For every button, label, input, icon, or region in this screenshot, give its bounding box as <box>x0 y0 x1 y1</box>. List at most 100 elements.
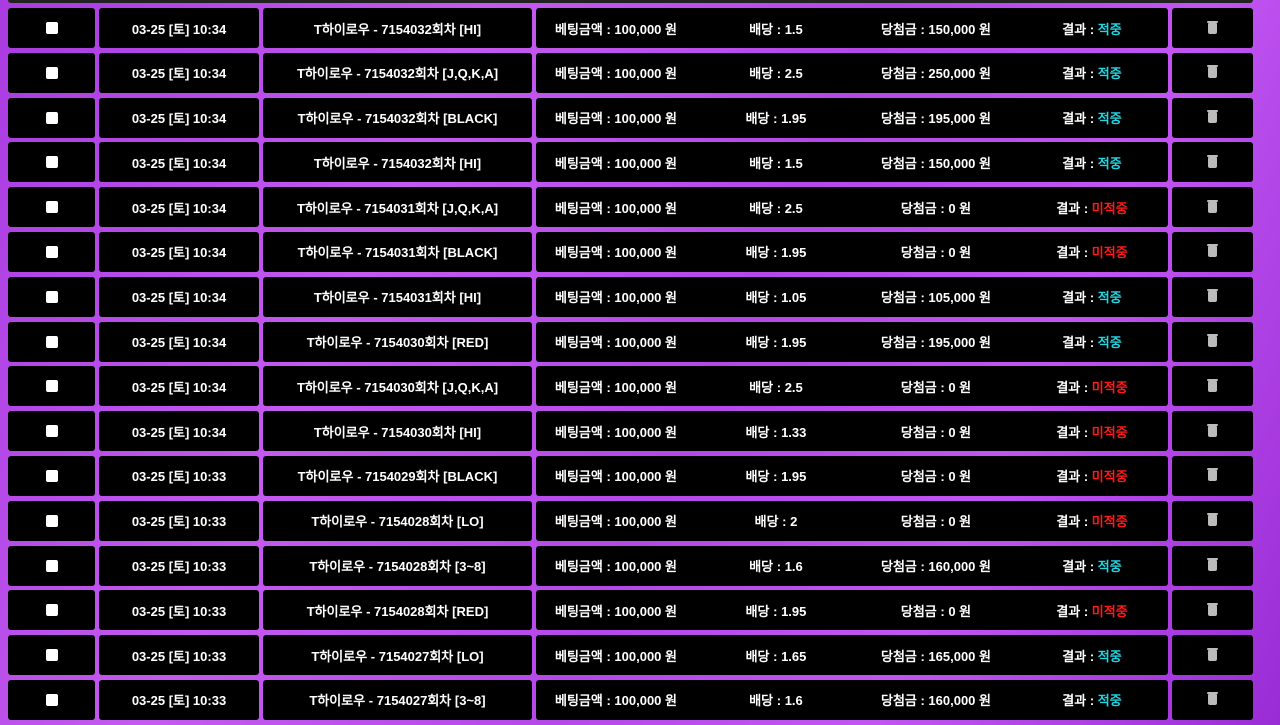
bet-row: 03-25 [토] 10:34 T하이로우 - 7154032회차 [BLACK… <box>8 97 1253 138</box>
result: 결과 : 미적중 <box>1056 469 1128 485</box>
odds: 배당 : 2.5 <box>749 379 803 395</box>
select-cell <box>8 8 95 48</box>
bet-info: 베팅금액 : 100,000 원 배당 : 1.95 당첨금 : 0 원 결과 … <box>536 455 1168 496</box>
delete-button[interactable] <box>1172 366 1253 407</box>
result-status: 적중 <box>1097 559 1122 575</box>
result: 결과 : 적중 <box>1062 21 1122 37</box>
odds: 배당 : 1.6 <box>749 693 803 709</box>
select-checkbox[interactable] <box>45 649 58 662</box>
select-cell <box>8 366 95 407</box>
bet-amount: 베팅금액 : 100,000 원 <box>555 155 677 171</box>
win-amount: 당첨금 : 0 원 <box>900 424 972 440</box>
select-checkbox[interactable] <box>45 693 58 706</box>
select-checkbox[interactable] <box>45 245 58 258</box>
bet-info: 베팅금액 : 100,000 원 배당 : 1.95 당첨금 : 195,000… <box>536 321 1168 362</box>
select-cell <box>8 187 95 228</box>
game-name: T하이로우 - 7154028회차 [LO] <box>263 500 532 541</box>
select-checkbox[interactable] <box>45 380 58 393</box>
game-name: T하이로우 - 7154031회차 [HI] <box>263 276 532 317</box>
delete-button[interactable] <box>1172 8 1253 48</box>
trash-icon <box>1207 647 1218 661</box>
bet-date: 03-25 [토] 10:34 <box>99 411 259 452</box>
delete-button[interactable] <box>1172 52 1253 93</box>
select-checkbox[interactable] <box>45 469 58 482</box>
win-amount: 당첨금 : 195,000 원 <box>880 335 991 351</box>
bet-info: 베팅금액 : 100,000 원 배당 : 1.95 당첨금 : 195,000… <box>536 97 1168 138</box>
result: 결과 : 미적중 <box>1056 245 1128 261</box>
delete-button[interactable] <box>1172 97 1253 138</box>
bet-date: 03-25 [토] 10:33 <box>99 635 259 676</box>
bet-amount: 베팅금액 : 100,000 원 <box>555 379 677 395</box>
bet-info: 베팅금액 : 100,000 원 배당 : 1.65 당첨금 : 165,000… <box>536 635 1168 676</box>
result-status: 적중 <box>1097 155 1122 171</box>
delete-button[interactable] <box>1172 142 1253 183</box>
select-checkbox[interactable] <box>45 514 58 527</box>
odds: 배당 : 1.5 <box>749 21 803 37</box>
select-checkbox[interactable] <box>45 66 58 79</box>
result-status: 미적중 <box>1091 245 1128 261</box>
bet-amount: 베팅금액 : 100,000 원 <box>555 245 677 261</box>
select-checkbox[interactable] <box>45 22 58 34</box>
delete-button[interactable] <box>1172 679 1253 720</box>
bet-row: 03-25 [토] 10:34 T하이로우 - 7154030회차 [RED] … <box>8 321 1253 362</box>
bet-amount: 베팅금액 : 100,000 원 <box>555 514 677 530</box>
select-cell <box>8 545 95 586</box>
result-status: 적중 <box>1097 290 1122 306</box>
odds: 배당 : 1.95 <box>745 335 807 351</box>
game-name: T하이로우 - 7154032회차 [HI] <box>263 8 532 48</box>
result: 결과 : 미적중 <box>1056 200 1128 216</box>
select-cell <box>8 455 95 496</box>
odds: 배당 : 1.33 <box>745 424 807 440</box>
bet-info: 베팅금액 : 100,000 원 배당 : 1.95 당첨금 : 0 원 결과 … <box>536 231 1168 272</box>
odds: 배당 : 1.05 <box>745 290 807 306</box>
select-checkbox[interactable] <box>45 335 58 348</box>
win-amount: 당첨금 : 165,000 원 <box>880 648 991 664</box>
bet-row: 03-25 [토] 10:33 T하이로우 - 7154028회차 [3~8] … <box>8 545 1253 586</box>
select-checkbox[interactable] <box>45 425 58 438</box>
select-cell <box>8 142 95 183</box>
trash-icon <box>1207 65 1218 79</box>
delete-button[interactable] <box>1172 500 1253 541</box>
bet-row: 03-25 [토] 10:34 T하이로우 - 7154031회차 [J,Q,K… <box>8 187 1253 228</box>
bet-info: 베팅금액 : 100,000 원 배당 : 1.33 당첨금 : 0 원 결과 … <box>536 411 1168 452</box>
delete-button[interactable] <box>1172 187 1253 228</box>
trash-icon <box>1207 513 1218 527</box>
delete-button[interactable] <box>1172 276 1253 317</box>
select-checkbox[interactable] <box>45 156 58 169</box>
bet-date: 03-25 [토] 10:34 <box>99 52 259 93</box>
trash-icon <box>1207 468 1218 482</box>
delete-button[interactable] <box>1172 590 1253 631</box>
win-amount: 당첨금 : 150,000 원 <box>880 155 991 171</box>
delete-button[interactable] <box>1172 635 1253 676</box>
bet-date: 03-25 [토] 10:33 <box>99 455 259 496</box>
bet-row: 03-25 [토] 10:33 T하이로우 - 7154027회차 [3~8] … <box>8 679 1253 720</box>
bet-info: 베팅금액 : 100,000 원 배당 : 2.5 당첨금 : 0 원 결과 :… <box>536 366 1168 407</box>
select-checkbox[interactable] <box>45 111 58 124</box>
bet-date: 03-25 [토] 10:34 <box>99 8 259 48</box>
delete-button[interactable] <box>1172 455 1253 496</box>
delete-button[interactable] <box>1172 231 1253 272</box>
select-checkbox[interactable] <box>45 290 58 303</box>
bet-amount: 베팅금액 : 100,000 원 <box>555 200 677 216</box>
odds: 배당 : 1.95 <box>745 603 807 619</box>
select-cell <box>8 590 95 631</box>
select-cell <box>8 321 95 362</box>
bet-row: 03-25 [토] 10:34 T하이로우 - 7154030회차 [J,Q,K… <box>8 366 1253 407</box>
select-checkbox[interactable] <box>45 559 58 572</box>
game-name: T하이로우 - 7154032회차 [HI] <box>263 142 532 183</box>
delete-button[interactable] <box>1172 321 1253 362</box>
win-amount: 당첨금 : 0 원 <box>900 245 972 261</box>
result-status: 적중 <box>1097 21 1122 37</box>
bet-info: 베팅금액 : 100,000 원 배당 : 1.6 당첨금 : 160,000 … <box>536 679 1168 720</box>
odds: 배당 : 2.5 <box>749 200 803 216</box>
result-status: 적중 <box>1097 66 1122 82</box>
delete-button[interactable] <box>1172 545 1253 586</box>
win-amount: 당첨금 : 150,000 원 <box>880 21 991 37</box>
select-checkbox[interactable] <box>45 604 58 617</box>
bet-amount: 베팅금액 : 100,000 원 <box>555 111 677 127</box>
select-cell <box>8 231 95 272</box>
select-checkbox[interactable] <box>45 201 58 214</box>
game-name: T하이로우 - 7154030회차 [J,Q,K,A] <box>263 366 532 407</box>
delete-button[interactable] <box>1172 411 1253 452</box>
result: 결과 : 미적중 <box>1056 424 1128 440</box>
